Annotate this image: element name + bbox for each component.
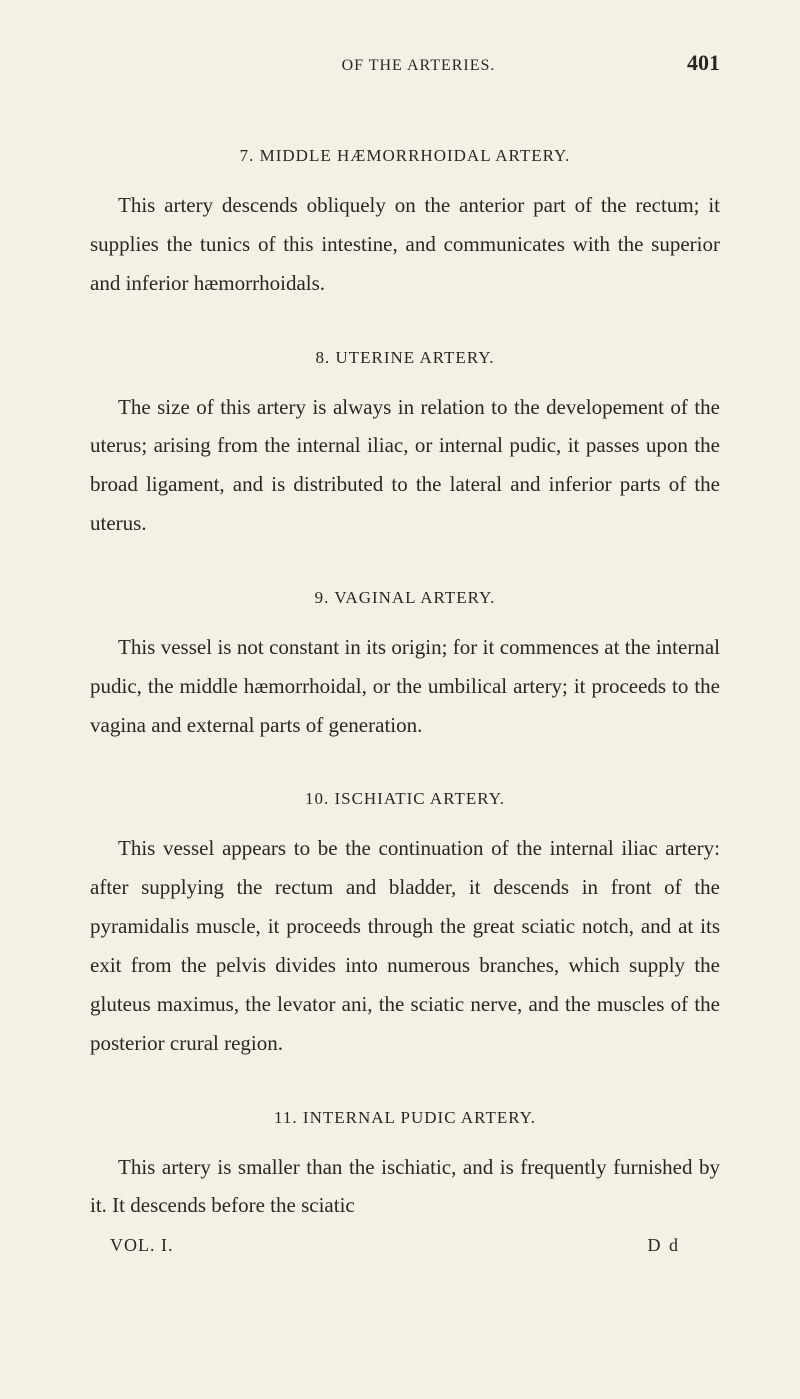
section-title: VAGINAL ARTERY.	[334, 588, 495, 607]
section-heading-7: 7. MIDDLE HÆMORRHOIDAL ARTERY.	[90, 146, 720, 166]
section-body-7: This artery descends obliquely on the an…	[90, 186, 720, 303]
section-number: 8.	[315, 348, 330, 367]
section-body-11: This artery is smaller than the ischiati…	[90, 1148, 720, 1226]
section-title: UTERINE ARTERY.	[335, 348, 494, 367]
page-footer: VOL. I. D d	[90, 1235, 720, 1256]
page-header: OF THE ARTERIES. 401	[90, 50, 720, 76]
section-heading-10: 10. ISCHIATIC ARTERY.	[90, 789, 720, 809]
signature-mark: D d	[648, 1235, 681, 1256]
section-heading-9: 9. VAGINAL ARTERY.	[90, 588, 720, 608]
volume-label: VOL. I.	[110, 1235, 174, 1256]
section-body-8: The size of this artery is always in rel…	[90, 388, 720, 543]
page-container: OF THE ARTERIES. 401 7. MIDDLE HÆMORRHOI…	[0, 0, 800, 1399]
page-number: 401	[687, 50, 720, 76]
section-body-9: This vessel is not constant in its origi…	[90, 628, 720, 745]
section-title: MIDDLE HÆMORRHOIDAL ARTERY.	[260, 146, 571, 165]
section-number: 9.	[315, 588, 330, 607]
section-number: 7.	[240, 146, 255, 165]
section-body-10: This vessel appears to be the continuati…	[90, 829, 720, 1062]
section-number: 10.	[305, 789, 329, 808]
running-head: OF THE ARTERIES.	[90, 57, 687, 75]
section-heading-8: 8. UTERINE ARTERY.	[90, 348, 720, 368]
section-title: INTERNAL PUDIC ARTERY.	[303, 1108, 536, 1127]
section-title: ISCHIATIC ARTERY.	[334, 789, 505, 808]
section-number: 11.	[274, 1108, 298, 1127]
section-heading-11: 11. INTERNAL PUDIC ARTERY.	[90, 1108, 720, 1128]
